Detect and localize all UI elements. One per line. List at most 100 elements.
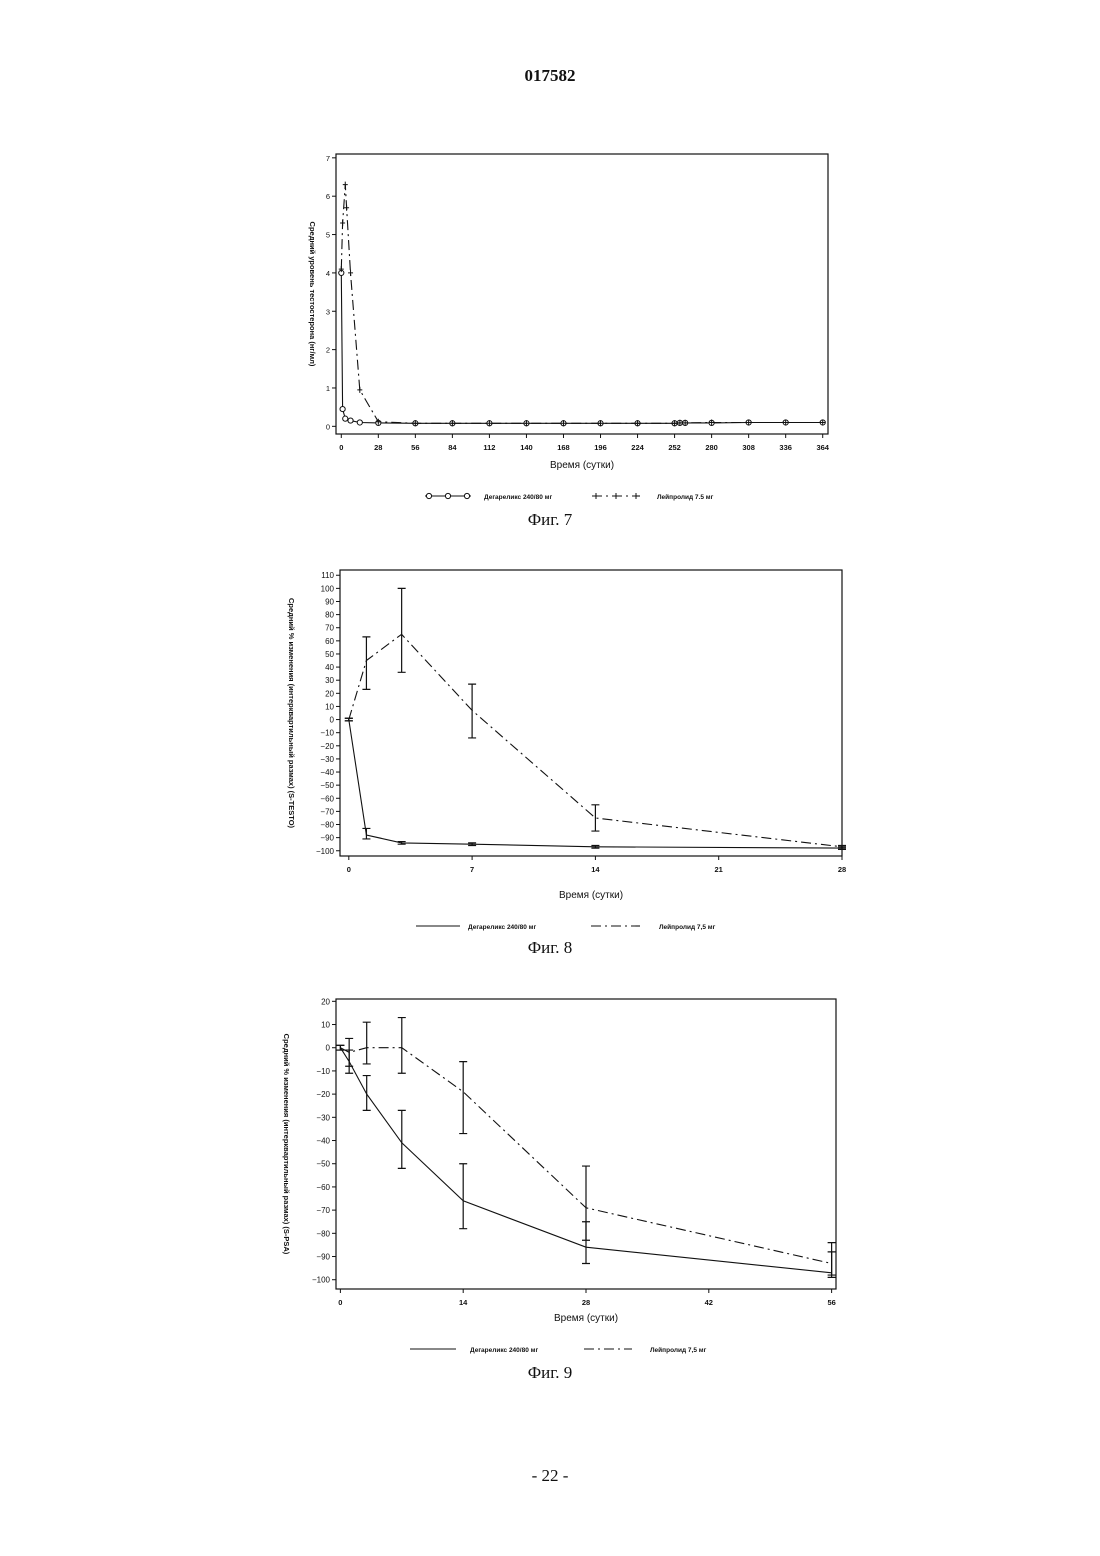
series-0 [336, 1045, 835, 1277]
y-tick-label-15: −40 [320, 768, 334, 777]
y-tick-label-4: −20 [316, 1090, 330, 1099]
legend-label-0: Дегареликс 240/80 мг [470, 1347, 538, 1354]
error-bar-s1-5 [582, 1166, 590, 1240]
data-point-slegend0-1 [445, 493, 450, 498]
series-1 [336, 1018, 835, 1276]
y-tick-label-5: −30 [316, 1113, 330, 1122]
legend-label-0: Дегареликс 240/80 мг [484, 494, 552, 501]
y-tick-label-0: 0 [326, 422, 330, 431]
y-tick-label-1: 100 [321, 584, 335, 593]
x-tick-label-3: 84 [448, 443, 457, 452]
y-tick-label-0: 110 [321, 571, 334, 580]
data-point-s0-2 [343, 416, 348, 421]
x-tick-label-3: 42 [705, 1298, 713, 1307]
figure-7: 0123456702856841121401681962242522803083… [0, 140, 1100, 540]
x-tick-label-6: 168 [557, 443, 570, 452]
y-tick-label-3: 80 [325, 611, 334, 620]
y-tick-label-2: 2 [326, 346, 330, 355]
x-tick-label-0: 0 [338, 1298, 342, 1307]
x-axis-label: Время (сутки) [554, 1313, 618, 1324]
y-tick-label-6: 50 [325, 650, 334, 659]
x-tick-label-4: 28 [838, 865, 846, 874]
figure-9-caption: Фиг. 9 [0, 1363, 1100, 1383]
data-point-slegend1-2 [634, 493, 639, 499]
plot-frame [340, 570, 842, 856]
legend-label-1: Лейпролид 7,5 мг [659, 923, 716, 931]
x-axis-label: Время (сутки) [550, 460, 614, 471]
y-axis-label: Средний % изменения (интерквартильный ра… [282, 1034, 291, 1255]
data-point-s1-1 [340, 220, 345, 226]
y-tick-label-1: 1 [326, 384, 330, 393]
figure-8-chart: 1101009080706050403020100−10−20−30−40−50… [0, 560, 1100, 940]
y-tick-label-2: 90 [325, 597, 334, 606]
figure-9: 20100−10−20−30−40−50−60−70−80−90−1000142… [0, 985, 1100, 1385]
x-tick-label-4: 112 [483, 443, 495, 452]
y-tick-label-17: −60 [320, 794, 334, 803]
error-bar-s1-3 [468, 684, 476, 738]
x-tick-label-7: 196 [594, 443, 607, 452]
y-tick-label-16: −50 [320, 781, 334, 790]
x-tick-label-13: 364 [816, 443, 829, 452]
error-bar-s0-2 [363, 1076, 371, 1111]
figure-7-chart: 0123456702856841121401681962242522803083… [0, 140, 1100, 520]
data-point-slegend0-0 [426, 493, 431, 498]
y-tick-label-6: −40 [316, 1137, 330, 1146]
data-point-slegend1-1 [614, 493, 619, 499]
y-tick-label-10: 10 [325, 702, 334, 711]
x-tick-label-2: 56 [411, 443, 419, 452]
x-tick-label-1: 28 [374, 443, 382, 452]
error-bar-s1-2 [363, 1022, 371, 1064]
x-tick-label-3: 21 [715, 865, 723, 874]
x-tick-label-10: 280 [705, 443, 718, 452]
y-tick-label-9: 20 [325, 689, 334, 698]
error-bar-s0-1 [362, 828, 370, 838]
figure-9-chart: 20100−10−20−30−40−50−60−70−80−90−1000142… [0, 985, 1100, 1365]
series-line-0 [341, 273, 822, 423]
y-tick-label-11: 0 [330, 716, 335, 725]
y-tick-label-12: −100 [312, 1276, 331, 1285]
y-tick-label-4: 70 [325, 624, 334, 633]
legend-label-1: Лейпролид 7.5 мг [657, 493, 714, 501]
y-tick-label-2: 0 [326, 1044, 331, 1053]
x-tick-label-2: 28 [582, 1298, 590, 1307]
y-tick-label-9: −70 [316, 1206, 330, 1215]
error-bar-s1-4 [459, 1062, 467, 1134]
x-tick-label-12: 336 [779, 443, 792, 452]
data-point-s0-1 [340, 406, 345, 411]
y-tick-label-13: −20 [320, 742, 334, 751]
y-tick-label-21: −100 [316, 847, 335, 856]
legend-label-1: Лейпролид 7,5 мг [650, 1346, 707, 1354]
y-axis-label: Средний % изменения (интерквартильный ра… [287, 598, 296, 829]
x-tick-label-11: 308 [742, 443, 755, 452]
plot-frame [336, 154, 828, 434]
x-tick-label-4: 56 [827, 1298, 835, 1307]
figure-7-caption: Фиг. 7 [0, 510, 1100, 530]
legend-label-0: Дегареликс 240/80 мг [468, 924, 536, 931]
x-tick-label-0: 0 [347, 865, 351, 874]
x-tick-label-2: 14 [591, 865, 600, 874]
data-point-s1-2 [343, 182, 348, 188]
y-tick-label-5: 5 [326, 231, 330, 240]
y-tick-label-7: 40 [325, 663, 334, 672]
data-point-s0-4 [357, 420, 362, 425]
data-point-slegend0-2 [464, 493, 469, 498]
error-bar-s1-6 [828, 1243, 836, 1275]
y-tick-label-14: −30 [320, 755, 334, 764]
document-number: 017582 [0, 66, 1100, 86]
y-tick-label-10: −80 [316, 1229, 330, 1238]
data-point-s1-3 [344, 205, 349, 211]
y-tick-label-6: 6 [326, 192, 330, 201]
y-tick-label-7: 7 [326, 154, 330, 163]
x-tick-label-1: 7 [470, 865, 474, 874]
page-number: - 22 - [0, 1466, 1100, 1486]
error-bar-s1-2 [398, 588, 406, 672]
error-bar-s1-0 [345, 718, 353, 721]
y-tick-label-19: −80 [320, 821, 334, 830]
y-tick-label-20: −90 [320, 834, 334, 843]
data-point-s1-5 [357, 387, 362, 393]
error-bar-s1-1 [345, 1038, 353, 1066]
x-tick-label-8: 224 [631, 443, 644, 452]
y-tick-label-8: −60 [316, 1183, 330, 1192]
y-tick-label-11: −90 [316, 1253, 330, 1262]
error-bar-s0-4 [459, 1164, 467, 1229]
